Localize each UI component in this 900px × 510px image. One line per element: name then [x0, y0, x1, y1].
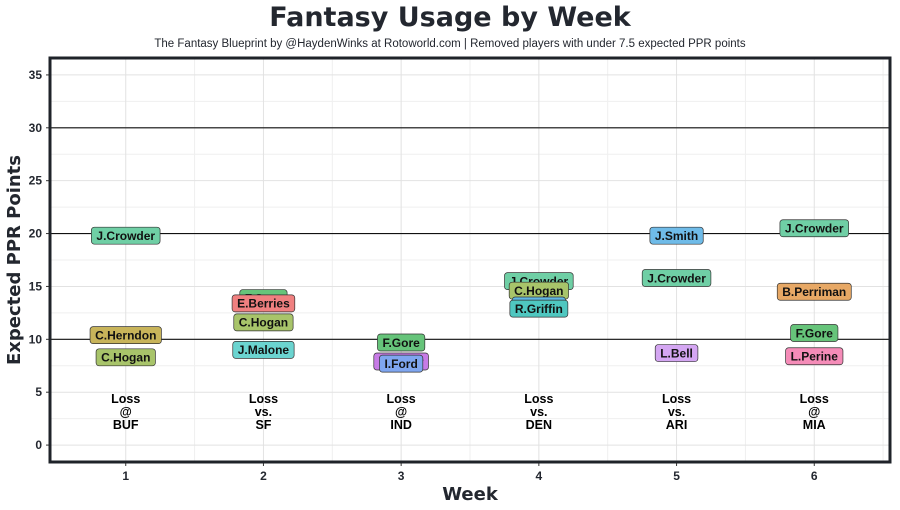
data-label-text: R.Griffin	[515, 302, 563, 316]
data-label: L.Perine	[785, 347, 844, 366]
data-label-box	[377, 333, 426, 352]
data-label: C.Herndon	[89, 326, 162, 344]
data-label: J.Crowder	[779, 219, 849, 238]
data-label: J.Crowder	[641, 269, 712, 287]
data-label-box	[654, 344, 699, 362]
y-tick-label: 25	[29, 174, 43, 188]
data-label-text: E.Berries	[237, 297, 290, 311]
chart-subtitle: The Fantasy Blueprint by @HaydenWinks at…	[154, 38, 746, 50]
data-label-text: J.Smith	[655, 229, 698, 243]
game-result-text: Loss	[662, 392, 691, 406]
game-result-text: ARI	[666, 418, 688, 432]
data-label: C.Hogan	[95, 348, 156, 367]
data-label: F.Gore	[377, 333, 426, 352]
data-label-text: C.Herndon	[95, 328, 156, 342]
data-label: R.Griffin	[509, 299, 569, 318]
data-label-box	[231, 294, 296, 313]
game-result-text: BUF	[113, 418, 139, 432]
data-label-text: L.Bell	[660, 346, 693, 360]
data-label-text: C.Hogan	[514, 284, 563, 298]
data-label-text: J.Crowder	[785, 222, 844, 236]
y-tick-label: 10	[29, 332, 43, 346]
data-label-box	[379, 354, 424, 373]
y-tick-label: 20	[29, 227, 43, 241]
x-tick-label: 3	[398, 469, 405, 483]
data-label-box	[232, 341, 295, 359]
data-label: B.Perriman	[776, 282, 852, 301]
data-label-box	[641, 269, 712, 287]
data-label-text: F.Gore	[796, 326, 834, 340]
y-tick-label: 0	[35, 438, 42, 452]
data-label-box	[509, 299, 569, 318]
game-result-text: Loss	[800, 392, 829, 406]
game-result-text: MIA	[803, 418, 826, 432]
game-result-text: @	[395, 405, 407, 419]
game-result-text: vs.	[255, 405, 272, 419]
game-result-text: Loss	[524, 392, 553, 406]
game-result-text: IND	[390, 418, 412, 432]
x-tick-label: 5	[673, 469, 680, 483]
data-label-box	[790, 324, 839, 342]
game-result-text: SF	[255, 418, 271, 432]
data-label: F.Gore	[790, 324, 839, 342]
data-label-box	[649, 226, 704, 245]
data-label-text: C.Hogan	[101, 351, 150, 365]
x-tick-label: 1	[122, 469, 129, 483]
x-tick-label: 6	[811, 469, 818, 483]
game-result-text: DEN	[526, 418, 552, 432]
data-label-text: F.Gore	[382, 336, 420, 350]
y-tick-label: 35	[29, 68, 43, 82]
y-tick-label: 5	[35, 385, 42, 399]
data-label-box	[776, 282, 852, 301]
game-result-text: vs.	[668, 405, 685, 419]
data-label-text: I.Ford	[384, 357, 417, 371]
data-label-box	[89, 326, 162, 344]
data-label-box	[91, 226, 161, 245]
data-label-text: B.Perriman	[782, 285, 846, 299]
data-label: J.Malone	[232, 341, 295, 359]
y-tick-label: 30	[29, 121, 43, 135]
game-result-text: @	[808, 405, 820, 419]
game-result-text: Loss	[249, 392, 278, 406]
game-result-text: Loss	[387, 392, 416, 406]
data-label: E.Berries	[231, 294, 296, 313]
game-result-text: vs.	[530, 405, 547, 419]
data-label-text: J.Crowder	[647, 271, 706, 285]
data-label-text: J.Malone	[238, 343, 290, 357]
x-tick-label: 2	[260, 469, 267, 483]
data-label: C.Hogan	[233, 313, 294, 332]
data-label-text: C.Hogan	[239, 316, 288, 330]
data-label-box	[779, 219, 849, 238]
data-label-text: L.Perine	[791, 350, 839, 364]
x-tick-label: 4	[536, 469, 543, 483]
chart-title: Fantasy Usage by Week	[269, 2, 631, 33]
panel-border	[48, 56, 892, 464]
data-label: L.Bell	[654, 344, 699, 362]
y-tick-label: 15	[29, 279, 43, 293]
data-label: J.Smith	[649, 226, 704, 245]
data-label: I.Ford	[379, 354, 424, 373]
game-result-text: @	[120, 405, 132, 419]
data-label-box	[95, 348, 156, 367]
data-label-box	[233, 313, 294, 332]
game-result-text: Loss	[111, 392, 140, 406]
data-label-text: J.Crowder	[96, 229, 155, 243]
x-axis-title: Week	[442, 484, 499, 505]
data-label-box	[785, 347, 844, 366]
data-label: C.Hogan	[508, 281, 569, 300]
data-label: J.Crowder	[91, 226, 161, 245]
y-axis-title: Expected PPR Points	[4, 155, 25, 365]
